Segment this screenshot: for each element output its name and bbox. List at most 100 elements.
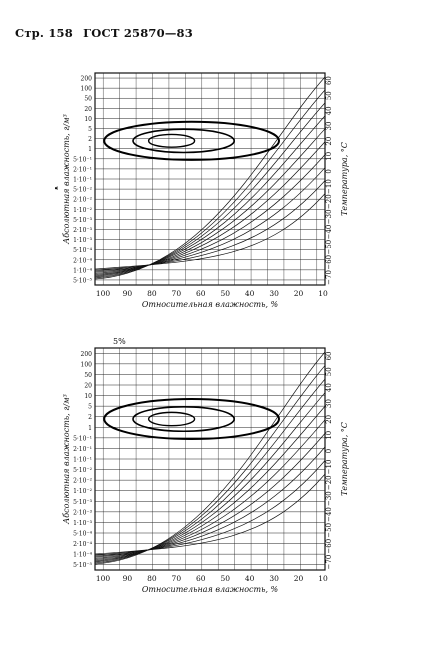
temp-tick-label: 10 [325, 431, 333, 440]
abs-tick-label: 10 [84, 116, 92, 123]
abs-tick-label: 2 [88, 414, 92, 421]
temp-tick-label: −20 [325, 475, 333, 490]
rh-curve [94, 154, 326, 273]
rh-curve [94, 115, 326, 277]
climate-chart-athens: 5·10⁻⁵ 1·10⁻⁴ 2·10⁻⁴ 5·10⁻⁴ 1·10⁻³ 2·10⁻³ 5·10… [45, 55, 368, 315]
abs-tick-label: 1·10⁻¹ [73, 457, 92, 464]
rh-tick-label: 90 [123, 289, 133, 298]
abs-tick-label: 10 [84, 393, 92, 400]
climate-envelope-mid [132, 128, 236, 154]
abs-tick-label: 1·10⁻³ [73, 237, 93, 244]
rh-curve [94, 76, 326, 280]
temp-tick-label: 60 [325, 76, 333, 85]
abs-tick-label: 1·10⁻⁴ [73, 552, 93, 559]
abs-tick-label: 2·10⁻² [73, 197, 93, 204]
abs-tick-label: 2·10⁻⁴ [73, 257, 93, 264]
temp-tick-label: −10 [325, 179, 333, 194]
abs-tick-label: 5·10⁻⁴ [73, 247, 93, 254]
temp-tick-label: 50 [325, 367, 333, 376]
rh-curve [94, 419, 326, 559]
rh-tick-label: 40 [245, 289, 255, 298]
rh-curve [94, 128, 326, 275]
rh-tick-label: 30 [269, 289, 279, 298]
climate-envelope-outer [103, 120, 281, 161]
abs-tick-label: 1 [88, 425, 92, 432]
chart-plot: 5·10⁻⁵ 1·10⁻⁴ 2·10⁻⁴ 5·10⁻⁴ 1·10⁻³ 2·10⁻³ 5·10… [45, 337, 368, 594]
climate-chart-rome: 5·10⁻⁵ 1·10⁻⁴ 2·10⁻⁴ 5·10⁻⁴ 1·10⁻³ 2·10⁻³ 5·10… [45, 330, 368, 600]
abs-tick-label: 100 [81, 361, 93, 368]
abs-tick-label: 200 [81, 351, 93, 358]
abs-tick-label: 50 [84, 372, 92, 379]
rh-axis-title: Относительная влажность, % [142, 300, 279, 309]
abs-axis-title: Абсолютная влажность, г/м³ [62, 114, 71, 245]
rh-tick-label: 10 [318, 574, 328, 583]
rh-tick-label: 80 [147, 289, 157, 298]
abs-tick-label: 5·10⁻⁵ [73, 562, 93, 569]
rh-tick-label: 50 [220, 289, 230, 298]
temp-tick-label: 40 [325, 383, 333, 392]
temp-tick-label: −60 [325, 255, 333, 270]
chart-plot: 5·10⁻⁵ 1·10⁻⁴ 2·10⁻⁴ 5·10⁻⁴ 1·10⁻³ 2·10⁻³ 5·10… [45, 72, 368, 309]
temp-tick-label: 50 [325, 91, 333, 100]
temp-tick-label: −40 [325, 225, 333, 240]
abs-tick-label: 5·10⁻³ [73, 499, 93, 506]
temp-tick-label: 60 [325, 351, 333, 360]
rh-tick-label: 40 [245, 574, 255, 583]
abs-tick-label: 5·10⁻² [73, 187, 93, 194]
temp-tick-label: −70 [325, 270, 333, 285]
rh-curve [94, 392, 326, 562]
rh-tick-label: 90 [123, 574, 133, 583]
abs-tick-label: 1 [88, 146, 92, 153]
abs-tick-label: 5·10⁻¹ [73, 435, 92, 442]
abs-tick-label: 5 [88, 404, 92, 411]
temp-tick-label: −60 [325, 539, 333, 554]
temp-tick-label: 10 [325, 152, 333, 161]
abs-tick-label: 2·10⁻² [73, 478, 93, 485]
abs-tick-label: 1·10⁻² [73, 207, 93, 214]
abs-tick-label: 100 [81, 86, 93, 93]
chart-svg: 5·10⁻⁵ 1·10⁻⁴ 2·10⁻⁴ 5·10⁻⁴ 1·10⁻³ 2·10⁻³ 5·10… [45, 337, 368, 594]
rh-tick-label: 20 [294, 289, 304, 298]
rh-curve [94, 433, 326, 558]
abs-tick-label: 5·10⁻¹ [73, 156, 92, 163]
rh-axis-title: Относительная влажность, % [142, 585, 279, 594]
temp-axis-title: Температура, °С [340, 422, 349, 496]
climate-envelope-mid [132, 406, 236, 433]
rh-tick-label: 70 [172, 574, 182, 583]
temp-tick-label: −30 [325, 209, 333, 224]
abs-tick-label: 1·10⁻³ [73, 520, 93, 527]
abs-tick-label: 50 [84, 96, 92, 103]
page-header: Стр. 158 ГОСТ 25870—83 [15, 26, 199, 40]
rh-tick-label: 100 [96, 289, 111, 298]
temp-tick-label: −30 [325, 491, 333, 506]
abs-tick-label: 5·10⁻⁵ [73, 277, 93, 284]
top-value-label: 5% [113, 337, 126, 346]
abs-tick-label: 2·10⁻¹ [73, 446, 92, 453]
abs-tick-label: 2·10⁻³ [73, 227, 93, 234]
rh-curve [94, 193, 326, 270]
abs-tick-label: 2 [88, 136, 92, 143]
temp-tick-label: 0 [325, 449, 333, 453]
rh-tick-label: 10 [318, 289, 328, 298]
temp-tick-label: 0 [325, 169, 333, 173]
abs-tick-label: 20 [84, 106, 92, 113]
location-title: Рим [55, 446, 58, 472]
abs-tick-label: 2·10⁻³ [73, 509, 93, 516]
abs-tick-label: 1·10⁻² [73, 488, 93, 495]
rh-tick-label: 100 [96, 574, 111, 583]
temp-tick-label: 20 [325, 137, 333, 146]
rh-curve [94, 460, 326, 556]
abs-tick-label: 20 [84, 383, 92, 390]
temp-tick-label: −70 [325, 555, 333, 570]
temp-tick-label: 20 [325, 415, 333, 424]
rh-curve [94, 446, 326, 557]
rh-tick-label: 20 [294, 574, 304, 583]
climate-envelope-inner [147, 411, 196, 427]
rh-curve [94, 102, 326, 278]
climate-envelope-inner [147, 133, 196, 148]
page-number: Стр. 158 [15, 26, 73, 40]
temp-axis-title: Температура, °С [340, 142, 349, 216]
temp-tick-label: 30 [325, 122, 333, 131]
rh-curve [94, 406, 326, 560]
